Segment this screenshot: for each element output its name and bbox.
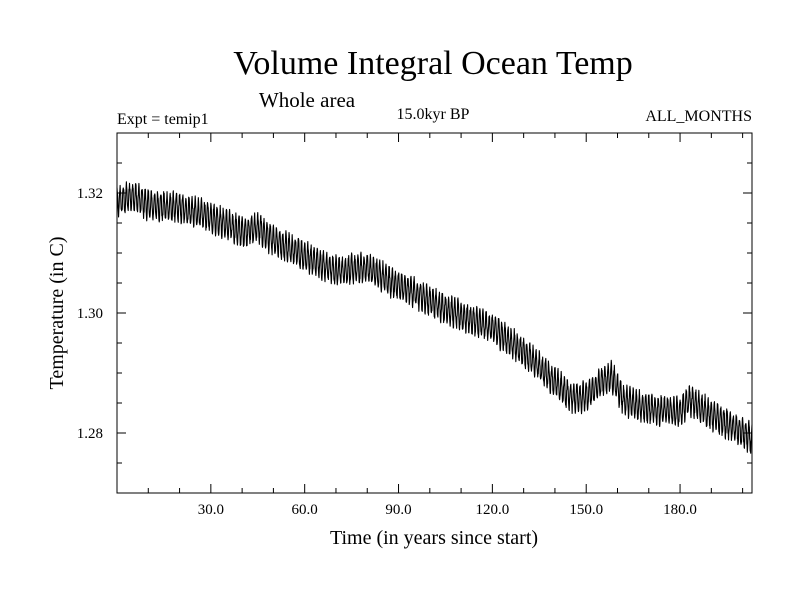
x-tick-label: 60.0 xyxy=(292,502,318,518)
months-label: ALL_MONTHS xyxy=(645,108,752,125)
y-axis-tick-labels: 1.28 1.30 1.32 xyxy=(77,186,103,442)
y-axis-label: Temperature (in C) xyxy=(46,237,68,390)
expt-label: Expt = temip1 xyxy=(117,111,209,128)
y-tick-label: 1.28 xyxy=(77,426,103,442)
x-axis-tick-labels: 30.0 60.0 90.0 120.0 150.0 180.0 xyxy=(198,502,697,518)
x-tick-label: 150.0 xyxy=(569,502,603,518)
x-tick-label: 180.0 xyxy=(663,502,697,518)
y-tick-label: 1.32 xyxy=(77,186,103,202)
chart-title: Volume Integral Ocean Temp xyxy=(233,45,633,82)
period-label: 15.0kyr BP xyxy=(397,106,470,123)
x-tick-label: 30.0 xyxy=(198,502,224,518)
x-tick-label: 90.0 xyxy=(385,502,411,518)
x-axis-label: Time (in years since start) xyxy=(330,527,538,549)
chart-subtitle: Whole area xyxy=(259,88,356,112)
x-tick-label: 120.0 xyxy=(475,502,509,518)
axis-ticks xyxy=(117,133,752,493)
temperature-series-line xyxy=(116,181,753,454)
y-tick-label: 1.30 xyxy=(77,306,103,322)
